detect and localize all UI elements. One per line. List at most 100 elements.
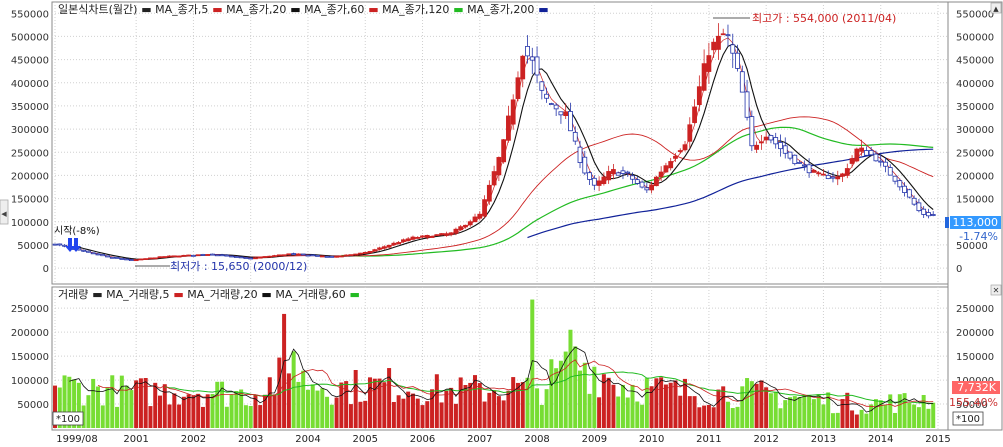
volume-bar-140 (721, 386, 726, 428)
volume-tick-left-0: 50000 (17, 400, 49, 411)
candle-body-17 (133, 259, 139, 262)
candle-body-126 (653, 176, 659, 187)
volume-panel-close-button[interactable]: ✕ (990, 284, 1002, 296)
volume-bar-123 (640, 404, 645, 428)
volume-bar-66 (368, 377, 373, 428)
candle-body-56 (319, 255, 325, 258)
volume-bar-22 (158, 395, 163, 428)
volume-bar-96 (511, 377, 516, 428)
price-tick-right-4: 200000 (956, 171, 994, 182)
volume-unit-left: *100 (52, 411, 84, 426)
volume-bar-68 (377, 378, 382, 428)
candle-body-100 (529, 56, 535, 61)
volume-bar-30 (196, 393, 201, 428)
candle-body-93 (496, 157, 502, 176)
volume-bar-172 (873, 399, 878, 428)
volume-bar-165 (840, 399, 845, 428)
volume-bar-137 (706, 405, 711, 428)
volume-bar-65 (363, 400, 368, 428)
candle-body-79 (429, 236, 435, 238)
candle-body-55 (315, 254, 320, 257)
candle-body-99 (525, 46, 530, 57)
candle-body-46 (272, 255, 277, 257)
candle-body-110 (577, 146, 583, 163)
collapse-side-button[interactable]: ◀ (0, 199, 9, 225)
candle-body-111 (582, 156, 588, 174)
candle-body-103 (544, 93, 550, 99)
volume-bar-95 (506, 390, 511, 428)
volume-bar-133 (687, 396, 692, 428)
time-tick-13: 2013 (811, 434, 836, 445)
legend-entry-3: MA_거래량,60 (272, 288, 346, 301)
price-tick-right-9: 450000 (956, 56, 994, 67)
candle-body-144 (739, 71, 745, 93)
volume-bar-119 (620, 384, 625, 428)
candle-body-74 (405, 238, 411, 241)
candle-body-95 (506, 115, 511, 141)
volume-bar-94 (501, 400, 506, 428)
time-tick-11: 2011 (696, 434, 721, 445)
candle-body-129 (668, 161, 674, 169)
volume-bar-20 (148, 406, 153, 428)
time-tick-12: 2012 (753, 434, 778, 445)
volume-bar-163 (830, 413, 835, 428)
candle-body-130 (673, 155, 678, 159)
candle-body-134 (692, 106, 697, 123)
candle-body-53 (305, 254, 311, 257)
volume-bar-124 (644, 378, 649, 428)
volume-bar-11 (105, 387, 110, 428)
volume-bars (53, 299, 936, 428)
volume-bar-86 (463, 385, 468, 428)
volume-bar-32 (205, 394, 210, 428)
candle-body-177 (897, 180, 903, 188)
price-badge: 113,000 -1.74% (950, 216, 1001, 243)
volume-bar-98 (520, 382, 525, 428)
volume-bar-67 (372, 378, 377, 428)
candle-body-27 (181, 254, 187, 257)
volume-bar-46 (272, 394, 277, 428)
volume-bar-180 (912, 404, 917, 428)
price-axis-ticks: 0050000500001000001000001500001500002000… (11, 9, 994, 275)
price-tick-right-5: 250000 (956, 148, 994, 159)
volume-bar-173 (878, 400, 883, 428)
volume-bar-162 (826, 392, 831, 428)
volume-bar-174 (883, 404, 888, 428)
price-panel-up-button[interactable]: ▲ (990, 2, 1002, 14)
price-badge-value: 113,000 (953, 216, 999, 229)
candle-body-47 (276, 254, 282, 257)
candle-body-163 (830, 176, 836, 179)
candle-body-83 (448, 232, 454, 236)
candle-body-146 (749, 116, 755, 147)
candle-body-72 (396, 242, 402, 245)
price-tick-left-4: 200000 (11, 171, 49, 182)
candle-body-135 (696, 86, 702, 105)
volume-bar-107 (563, 351, 568, 428)
volume-bar-70 (387, 368, 392, 428)
legend-entry-1: MA_거래량,5 (103, 288, 170, 301)
up-arrow-icon: ▲ (993, 5, 999, 13)
price-tick-left-10: 500000 (11, 32, 49, 43)
legend-swatch-3: ▬ (364, 3, 378, 16)
candle-body-105 (553, 104, 559, 110)
price-tick-left-0: 0 (43, 264, 49, 275)
legend-swatch-3: ▬ (346, 288, 360, 301)
legend-swatch-4: ▬ (449, 3, 463, 16)
volume-bar-108 (568, 329, 573, 428)
candle-body-94 (501, 139, 507, 163)
legend-swatch-1: ▬ (208, 3, 222, 16)
volume-bar-39 (239, 389, 244, 428)
candle-body-179 (906, 189, 912, 198)
volume-bar-149 (764, 387, 769, 428)
volume-bar-49 (286, 373, 291, 428)
legend-swatch-0: ▬ (137, 3, 151, 16)
price-tick-left-8: 400000 (11, 79, 49, 90)
candle-body-16 (128, 259, 134, 261)
candle-body-35 (219, 254, 225, 257)
svg-text:*100: *100 (956, 414, 980, 425)
start-label: 시작(-8%) (54, 225, 100, 237)
volume-bar-25 (172, 393, 177, 428)
volume-bar-80 (434, 374, 439, 428)
low-annotation: 최저가 : 15,650 (2000/12) (135, 260, 307, 273)
volume-bar-21 (153, 382, 158, 428)
